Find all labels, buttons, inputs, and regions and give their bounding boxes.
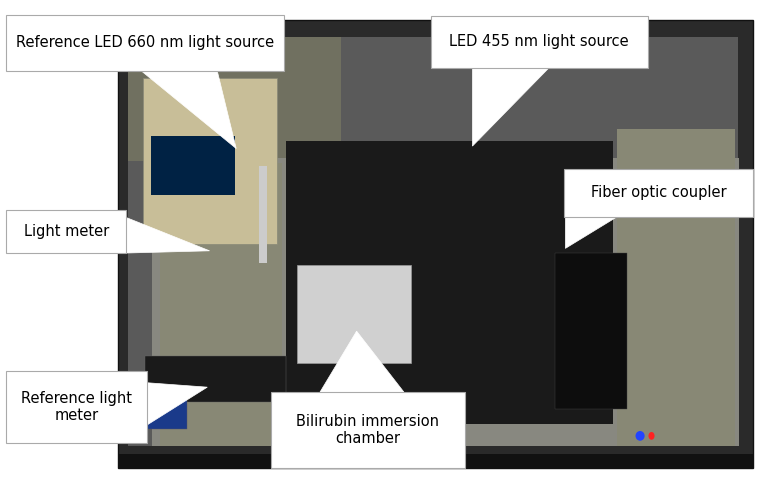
- Bar: [128, 37, 341, 161]
- Bar: [617, 129, 735, 446]
- Bar: [151, 136, 235, 195]
- Polygon shape: [118, 382, 207, 443]
- Text: Reference LED 660 nm light source: Reference LED 660 nm light source: [16, 35, 274, 50]
- Text: Reference light
meter: Reference light meter: [21, 391, 132, 423]
- Bar: [431, 16, 648, 68]
- Bar: [297, 265, 411, 363]
- Bar: [118, 20, 753, 468]
- Bar: [143, 78, 277, 244]
- Bar: [118, 454, 753, 468]
- Text: Fiber optic coupler: Fiber optic coupler: [591, 186, 726, 200]
- Bar: [259, 166, 267, 263]
- Bar: [145, 393, 187, 429]
- Text: Bilirubin immersion
chamber: Bilirubin immersion chamber: [296, 413, 439, 446]
- Polygon shape: [565, 217, 617, 248]
- Text: Light meter: Light meter: [24, 225, 109, 239]
- Ellipse shape: [636, 431, 645, 441]
- Ellipse shape: [648, 432, 655, 440]
- Bar: [6, 15, 284, 71]
- Bar: [128, 37, 738, 446]
- Bar: [6, 210, 126, 253]
- Polygon shape: [472, 68, 549, 146]
- Polygon shape: [118, 214, 210, 253]
- Bar: [555, 253, 627, 409]
- Bar: [160, 163, 282, 446]
- Bar: [286, 141, 613, 424]
- Bar: [271, 392, 465, 468]
- Bar: [6, 371, 147, 443]
- Polygon shape: [141, 71, 236, 149]
- Polygon shape: [320, 331, 404, 392]
- Bar: [564, 169, 753, 217]
- Bar: [145, 356, 286, 402]
- Bar: [152, 158, 739, 446]
- Text: LED 455 nm light source: LED 455 nm light source: [450, 35, 629, 49]
